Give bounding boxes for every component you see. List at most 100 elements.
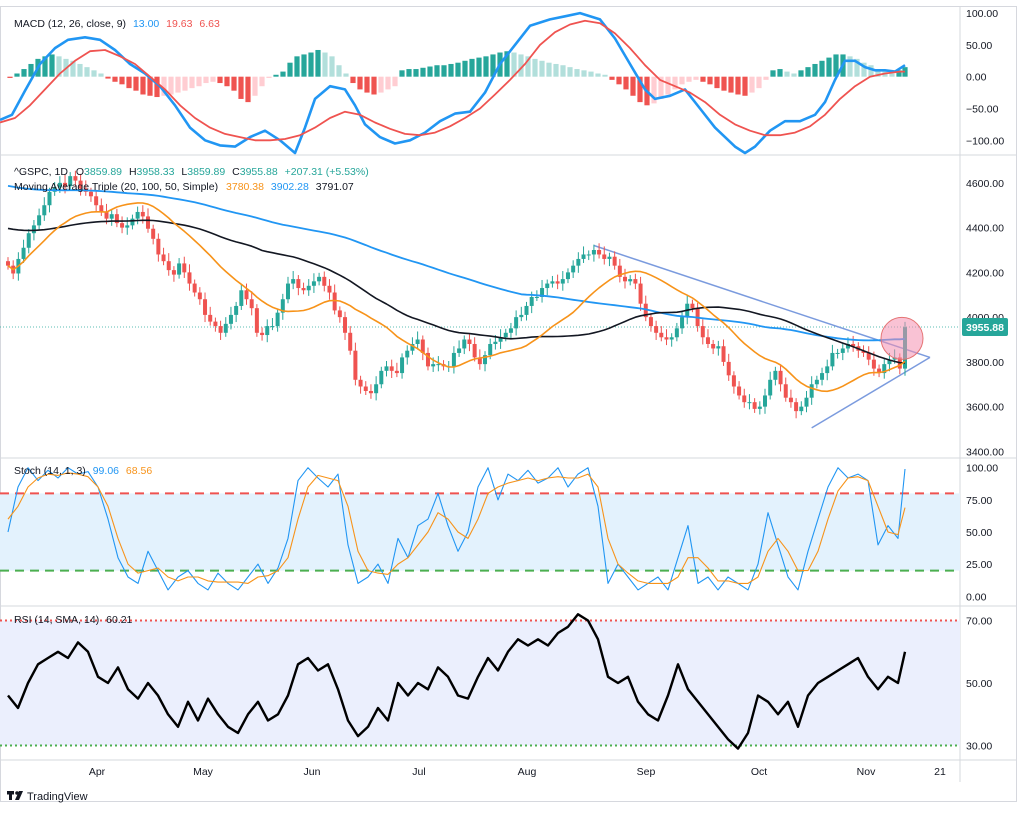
candle xyxy=(809,384,814,398)
macd-histogram-bar xyxy=(686,76,692,82)
macd-histogram-bar xyxy=(315,49,321,77)
rsi-tick-label: 50.00 xyxy=(966,678,992,690)
stoch-tick-label: 50.00 xyxy=(966,527,992,539)
macd-histogram-bar xyxy=(259,76,265,87)
uptrend-line xyxy=(811,356,931,429)
macd-histogram-bar xyxy=(875,69,881,77)
rsi-title: RSI (14, SMA, 14) xyxy=(14,614,99,626)
candle xyxy=(659,332,664,338)
candle xyxy=(840,348,845,353)
macd-histogram-bar xyxy=(742,76,748,96)
candle xyxy=(249,299,254,309)
candle xyxy=(550,281,555,284)
macd-histogram-bar xyxy=(392,76,398,87)
macd-histogram-value: 6.63 xyxy=(199,18,220,30)
candle xyxy=(145,216,150,229)
candle xyxy=(322,276,327,286)
macd-histogram-bar xyxy=(735,76,741,95)
macd-histogram-bar xyxy=(427,66,433,77)
candle xyxy=(270,326,275,328)
macd-histogram-bar xyxy=(413,69,419,77)
candle xyxy=(524,305,529,315)
price-tick-label: 3600.00 xyxy=(966,402,1004,414)
candle xyxy=(130,218,135,226)
candle xyxy=(156,238,161,255)
candle xyxy=(296,279,301,289)
rsi-band xyxy=(0,620,960,746)
macd-signal-value: 19.63 xyxy=(166,18,192,30)
candle xyxy=(607,256,612,259)
candle xyxy=(602,254,607,259)
macd-histogram-bar xyxy=(84,67,90,77)
candle xyxy=(483,355,488,365)
breakout-highlight xyxy=(880,316,924,360)
macd-histogram-bar xyxy=(21,69,27,77)
candle xyxy=(73,176,78,181)
macd-tick-label: 100.00 xyxy=(966,8,998,20)
time-tick-label: Apr xyxy=(89,766,106,778)
candle xyxy=(171,270,176,275)
candle xyxy=(166,261,171,271)
candle xyxy=(643,303,648,318)
price-tick-label: 4400.00 xyxy=(966,223,1004,235)
candle xyxy=(877,368,882,374)
candle xyxy=(680,317,685,329)
macd-histogram-bar xyxy=(49,54,55,77)
macd-histogram-bar xyxy=(175,76,181,93)
macd-histogram-bar xyxy=(252,76,258,96)
stoch-tick-label: 100.00 xyxy=(966,463,998,475)
macd-histogram-bar xyxy=(707,76,713,85)
candle xyxy=(410,343,415,351)
candle xyxy=(363,386,368,391)
stoch-band xyxy=(0,493,960,571)
macd-histogram-bar xyxy=(385,76,391,90)
macd-histogram-bar xyxy=(749,76,755,93)
macd-histogram-bar xyxy=(217,76,223,84)
rsi-line xyxy=(7,613,907,750)
candle xyxy=(244,290,249,300)
tradingview-logo-icon xyxy=(7,791,23,800)
candle xyxy=(612,256,617,266)
candle xyxy=(783,384,788,398)
ma20-value: 3780.38 xyxy=(226,181,264,193)
macd-histogram-bar xyxy=(7,76,13,78)
macd-histogram-bar xyxy=(420,67,426,77)
candle xyxy=(654,326,659,333)
candle xyxy=(88,191,93,197)
time-tick-label: 21 xyxy=(934,766,946,778)
rsi-pane: 70.00 50.00 30.00 xyxy=(0,613,992,753)
macd-histogram-bar xyxy=(637,76,643,103)
macd-histogram-bar xyxy=(721,76,727,91)
candle xyxy=(291,279,296,284)
macd-histogram-bar xyxy=(434,65,440,77)
candle xyxy=(731,375,736,387)
candle xyxy=(716,346,721,349)
candle xyxy=(851,343,856,347)
macd-histogram-bar xyxy=(455,62,461,77)
rsi-tick-label: 30.00 xyxy=(966,741,992,753)
candle xyxy=(560,279,565,284)
macd-histogram-bar xyxy=(819,60,825,77)
rsi-tick-label: 70.00 xyxy=(966,616,992,628)
macd-histogram-bar xyxy=(56,56,62,77)
macd-histogram-bar xyxy=(763,76,769,80)
macd-histogram-bar xyxy=(581,70,587,77)
candle xyxy=(99,205,104,212)
candle xyxy=(285,283,290,300)
candle xyxy=(405,350,410,358)
candle xyxy=(109,214,114,219)
ma20-line xyxy=(7,202,906,393)
candle xyxy=(21,247,26,259)
macd-histogram-bar xyxy=(371,76,377,95)
stoch-tick-label: 25.00 xyxy=(966,559,992,571)
candle xyxy=(669,337,674,340)
macd-histogram-bar xyxy=(448,63,454,77)
candle xyxy=(861,350,866,353)
macd-histogram-bar xyxy=(196,76,202,87)
tradingview-logo[interactable]: TradingView xyxy=(7,791,88,803)
stoch-tick-label: 75.00 xyxy=(966,495,992,507)
macd-histogram-bar xyxy=(189,76,195,89)
candle xyxy=(223,323,228,333)
candle xyxy=(503,332,508,338)
